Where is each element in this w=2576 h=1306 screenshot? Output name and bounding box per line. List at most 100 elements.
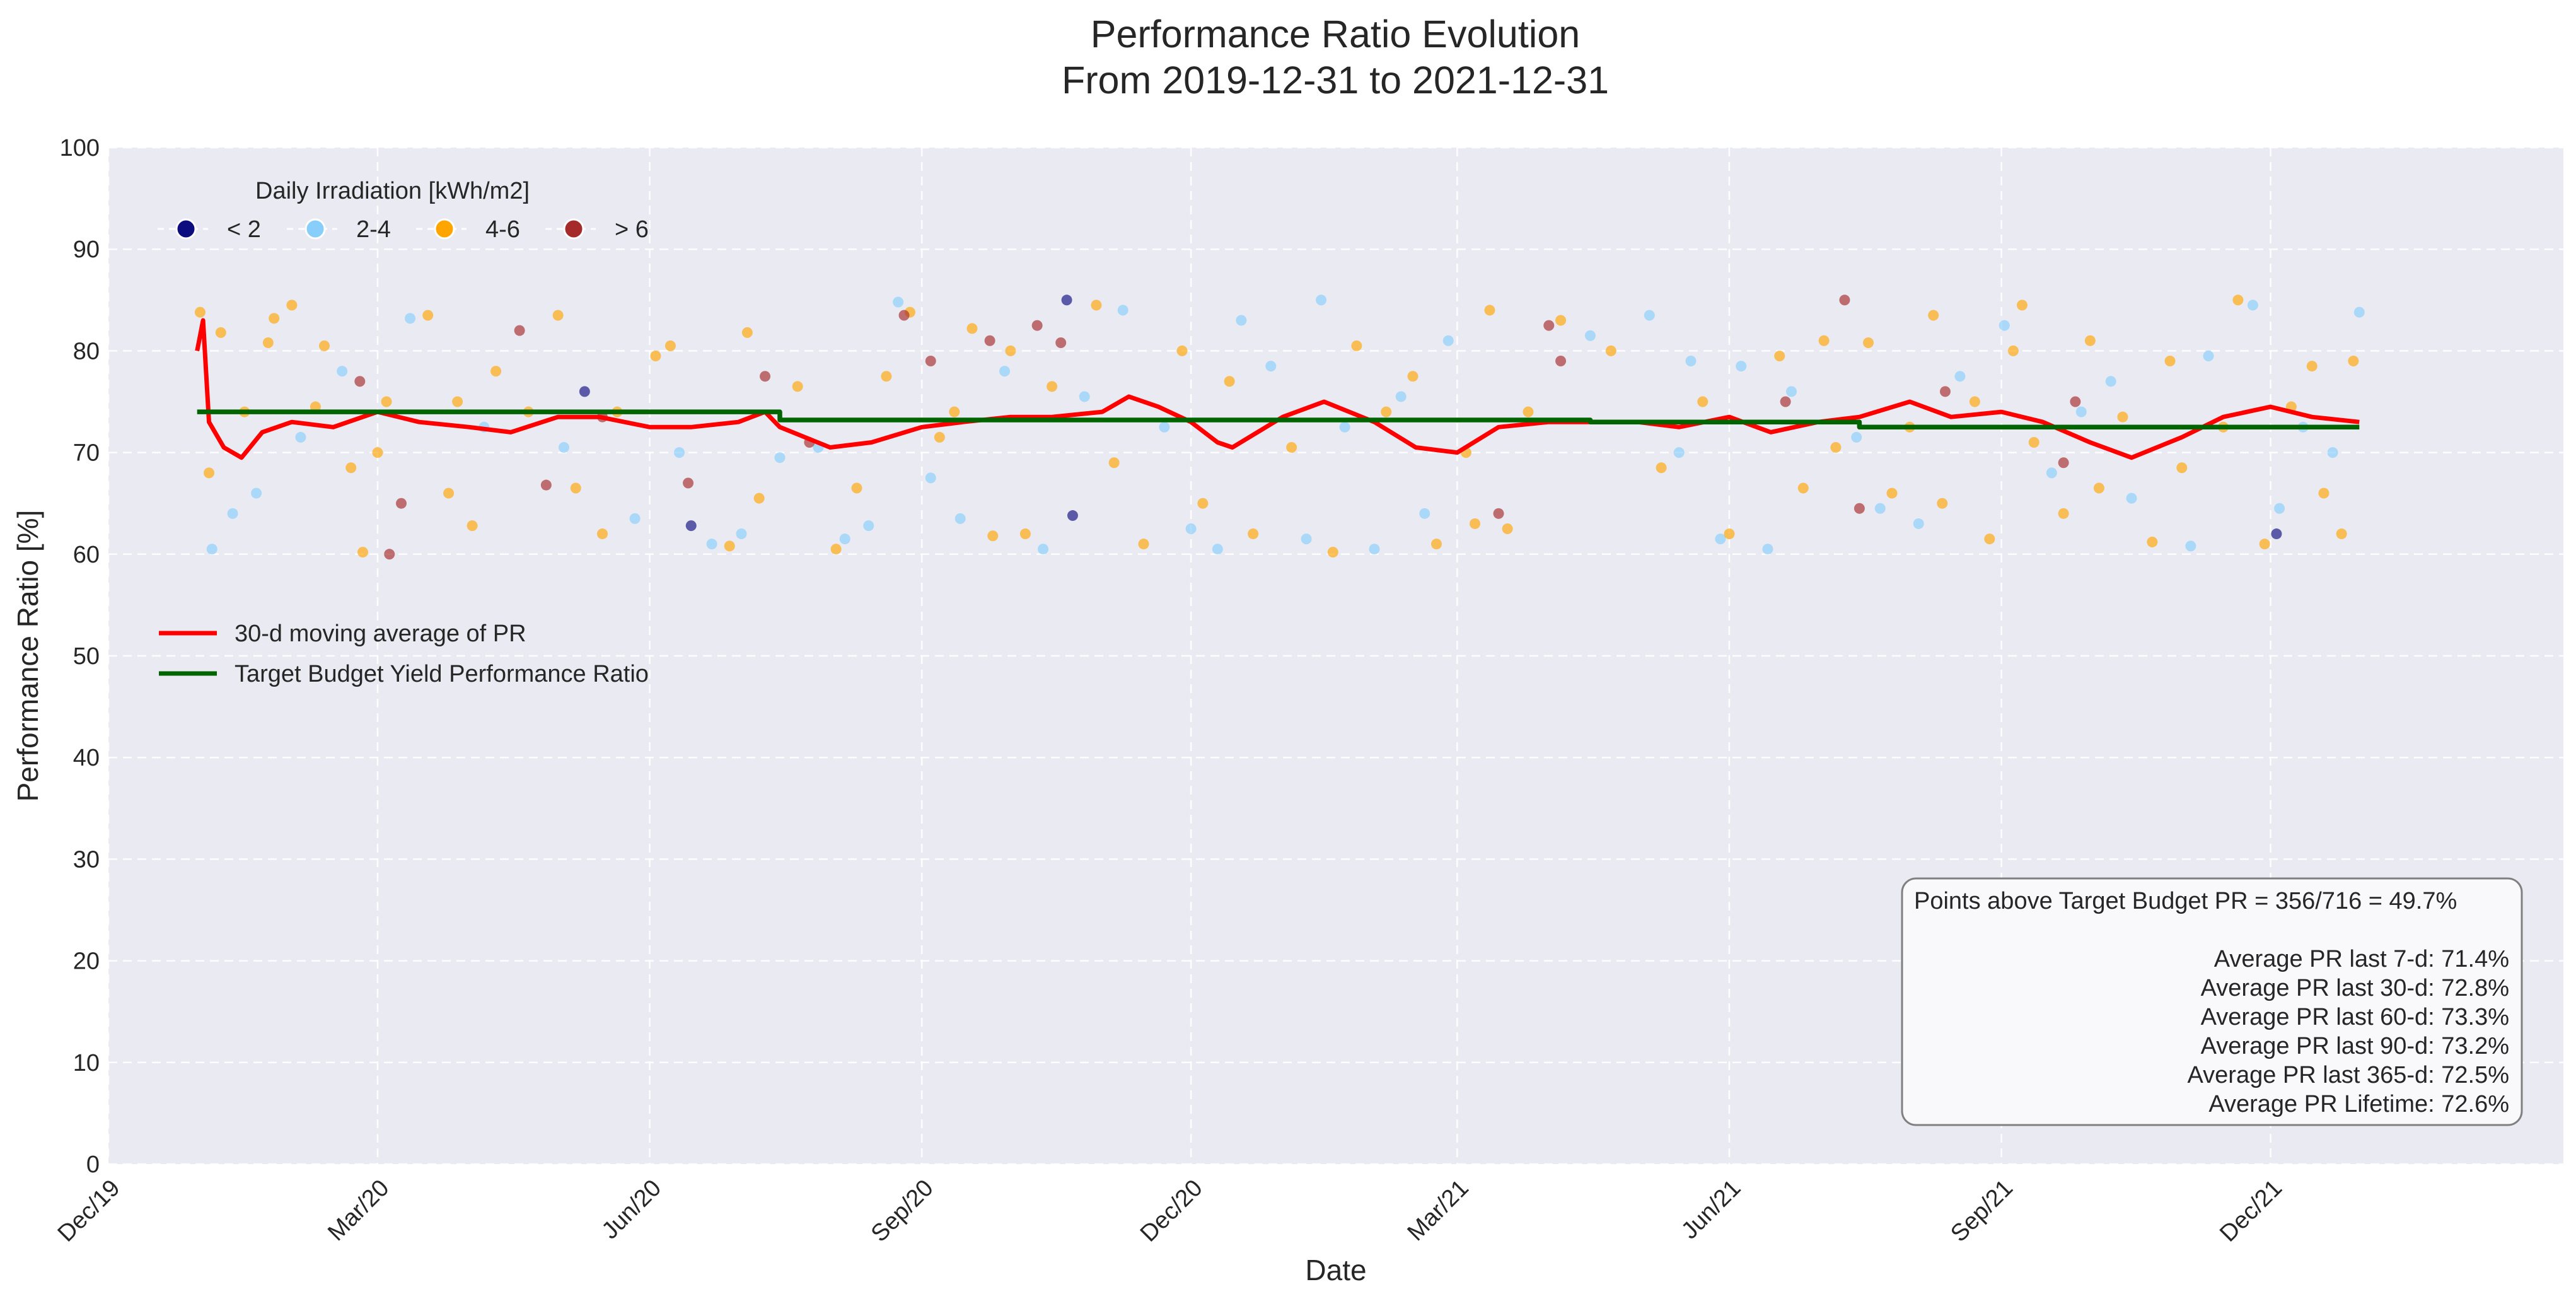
- data-point: [2105, 376, 2116, 387]
- irradiation-legend: Daily Irradiation [kWh/m2] < 2 2-4 4-6 > 6: [158, 178, 649, 243]
- x-tick-label: Dec/19: [53, 1175, 125, 1247]
- data-point: [1724, 528, 1735, 540]
- data-point: [830, 544, 842, 555]
- data-point: [1005, 345, 1016, 356]
- x-tick-label: Dec/21: [2215, 1175, 2287, 1247]
- data-point: [215, 327, 226, 338]
- data-point: [1091, 300, 1102, 311]
- data-point: [295, 431, 306, 443]
- data-point: [1644, 310, 1655, 321]
- data-point: [1339, 421, 1350, 433]
- data-point: [2203, 350, 2214, 361]
- legend-label: > 6: [615, 216, 649, 243]
- data-point: [650, 350, 661, 361]
- data-point: [1316, 294, 1327, 306]
- data-point: [372, 447, 383, 458]
- legend-label: Target Budget Yield Performance Ratio: [235, 661, 649, 687]
- data-point: [345, 462, 357, 474]
- data-point: [1839, 294, 1850, 306]
- data-point: [269, 313, 280, 324]
- data-point: [1236, 315, 1247, 326]
- data-point: [1248, 528, 1259, 540]
- data-point: [839, 533, 850, 545]
- irradiation-legend-title: Daily Irradiation [kWh/m2]: [255, 178, 530, 204]
- stats-line: Average PR last 90-d: 73.2%: [2201, 1033, 2509, 1059]
- data-point: [1786, 386, 1797, 397]
- data-point: [1913, 518, 1924, 529]
- data-point: [1031, 320, 1043, 331]
- data-point: [2336, 528, 2347, 540]
- data-point: [1327, 547, 1338, 558]
- data-point: [1407, 371, 1419, 382]
- data-point: [384, 549, 395, 560]
- data-point: [1818, 335, 1830, 346]
- data-point: [1117, 305, 1128, 316]
- data-point: [2046, 467, 2057, 479]
- data-point: [1874, 503, 1886, 514]
- data-point: [629, 513, 641, 524]
- data-point: [2117, 411, 2128, 423]
- data-point: [724, 540, 735, 552]
- data-point: [1656, 462, 1667, 474]
- data-point: [1862, 337, 1874, 349]
- data-point: [760, 371, 771, 382]
- data-point: [1736, 361, 1747, 372]
- data-point: [1381, 406, 1392, 417]
- data-point: [1939, 386, 1951, 397]
- data-point: [2348, 356, 2359, 367]
- grid: [107, 146, 2563, 1165]
- data-point: [1543, 320, 1555, 331]
- data-point: [2271, 528, 2282, 540]
- data-point: [987, 530, 999, 542]
- data-point: [2093, 482, 2104, 494]
- data-point: [2318, 487, 2329, 499]
- stats-line: Points above Target Budget PR = 356/716 …: [1914, 888, 2457, 914]
- data-point: [1419, 508, 1430, 519]
- data-point: [2058, 508, 2069, 519]
- stats-line: Average PR last 30-d: 72.8%: [2201, 975, 2509, 1001]
- data-point: [405, 313, 416, 324]
- x-tick-label: Mar/21: [1403, 1175, 1474, 1246]
- data-point: [792, 381, 803, 392]
- data-point: [1067, 510, 1078, 522]
- data-point: [1854, 503, 1865, 514]
- data-point: [1605, 345, 1616, 356]
- data-point: [354, 376, 366, 387]
- y-tick-label: 40: [73, 745, 100, 771]
- data-point: [1265, 361, 1277, 372]
- line-series: [195, 318, 2360, 460]
- legend-label: 2-4: [356, 216, 391, 243]
- y-tick-label: 0: [86, 1151, 100, 1178]
- data-point: [706, 539, 717, 550]
- chart-title-line-2: From 2019-12-31 to 2021-12-31: [1062, 59, 1609, 102]
- data-point: [1108, 457, 1120, 469]
- y-tick-label: 80: [73, 338, 100, 364]
- legend-marker: [305, 218, 326, 240]
- y-tick-label: 20: [73, 948, 100, 975]
- data-point: [204, 467, 215, 479]
- x-tick-label: Dec/20: [1135, 1175, 1208, 1247]
- data-point: [570, 482, 581, 494]
- data-point: [422, 310, 434, 321]
- data-point: [999, 366, 1011, 377]
- x-tick-label: Sep/20: [866, 1175, 939, 1247]
- data-point: [579, 386, 590, 397]
- data-point: [1697, 396, 1709, 407]
- y-tick-label: 70: [73, 440, 100, 467]
- data-point: [1019, 528, 1031, 540]
- legend-label: < 2: [227, 216, 261, 243]
- data-point: [251, 487, 262, 499]
- data-point: [753, 493, 765, 504]
- data-point: [1886, 487, 1898, 499]
- data-point: [1685, 356, 1697, 367]
- line-legend: 30-d moving average of PR Target Budget Y…: [159, 621, 649, 687]
- data-point: [2274, 503, 2285, 514]
- data-point: [2185, 540, 2196, 552]
- data-point: [925, 472, 936, 484]
- data-point: [1351, 340, 1362, 351]
- data-point: [262, 337, 274, 349]
- data-point: [925, 356, 936, 367]
- data-point: [1780, 396, 1791, 407]
- data-point: [881, 371, 892, 382]
